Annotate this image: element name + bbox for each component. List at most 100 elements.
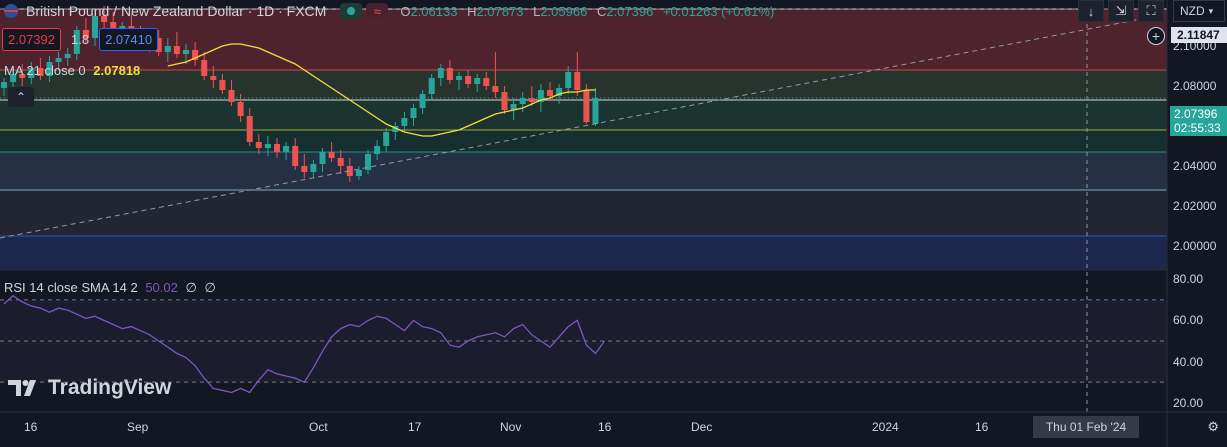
tradingview-logo-text: TradingView <box>48 376 171 400</box>
candle-body-50 <box>456 76 462 80</box>
change-value: +0.01263 (+0.61%) <box>663 4 774 19</box>
candle-body-7 <box>65 54 71 58</box>
buy-price-button[interactable]: 2.07410 <box>99 28 158 51</box>
candle-body-46 <box>420 94 426 108</box>
candle-body-65 <box>593 98 599 124</box>
candle-body-55 <box>502 92 508 110</box>
add-alert-icon[interactable]: + <box>1147 27 1165 45</box>
candle-body-31 <box>283 146 289 152</box>
market-open-dot-icon <box>347 7 355 15</box>
candle-body-35 <box>320 152 326 164</box>
settings-gear-icon[interactable]: ⚙ <box>1207 419 1219 435</box>
candle-body-18 <box>165 46 171 52</box>
zone-band-3 <box>0 130 1167 152</box>
ohlc-readout: O2.06133 H2.07873 L2.05966 C2.07396 +0.0… <box>400 4 774 19</box>
candle-body-53 <box>483 78 489 86</box>
candle-body-58 <box>529 98 535 102</box>
ma-legend[interactable]: MA 21 close 0 2.07818 <box>4 63 140 78</box>
sell-price-button[interactable]: 2.07392 <box>2 28 61 51</box>
candle-body-32 <box>292 146 298 166</box>
candle-body-28 <box>256 142 262 148</box>
download-button[interactable]: ↓ <box>1078 0 1104 22</box>
tradingview-logo-icon <box>8 378 42 398</box>
rsi-tick-label: 60.00 <box>1167 313 1227 327</box>
candle-body-51 <box>465 76 471 84</box>
candle-body-62 <box>565 72 571 88</box>
candle-body-48 <box>438 68 444 78</box>
time-tick-label: Nov <box>500 420 521 434</box>
rsi-pane <box>0 296 1167 393</box>
candle-body-6 <box>56 58 62 62</box>
rsi-legend[interactable]: RSI 14 close SMA 14 2 50.02 ∅ ∅ <box>4 280 216 296</box>
crosshair-date-label: Thu 01 Feb '24 <box>1033 416 1139 438</box>
open-value: 2.06133 <box>410 4 457 19</box>
bar-countdown: 02:55:33 <box>1174 121 1223 135</box>
time-tick-label: 17 <box>408 420 421 434</box>
wave-icon[interactable]: ≈ <box>366 3 388 19</box>
market-open-indicator[interactable] <box>340 3 362 19</box>
candle-body-23 <box>210 76 216 80</box>
candle-body-19 <box>174 46 180 54</box>
candle-body-20 <box>183 50 189 54</box>
last-price-label: 2.07396 02:55:33 <box>1170 106 1227 136</box>
bid-ask-panel: 2.07392 1.8 2.07410 <box>2 28 158 51</box>
candle-body-49 <box>447 68 453 80</box>
candle-body-64 <box>583 90 589 122</box>
compress-button[interactable]: ⇲ <box>1108 0 1134 22</box>
candle-body-33 <box>301 166 307 172</box>
spread-value: 1.8 <box>65 32 95 47</box>
candle-body-63 <box>574 72 580 90</box>
rsi-legend-extra-1: ∅ <box>185 280 196 295</box>
candle-body-36 <box>329 152 335 158</box>
rsi-legend-label: RSI 14 close SMA 14 2 <box>4 280 138 295</box>
zone-band-6 <box>0 236 1167 270</box>
candle-body-29 <box>265 144 271 148</box>
price-tick-label: 2.04000 <box>1167 159 1227 173</box>
rsi-band <box>0 300 1167 382</box>
candle-body-0 <box>1 82 7 88</box>
low-value: 2.05966 <box>540 4 587 19</box>
price-tick-label: 2.02000 <box>1167 199 1227 213</box>
last-price-value: 2.07396 <box>1174 107 1223 121</box>
time-tick-label: Sep <box>127 420 148 434</box>
ma-legend-label: MA 21 close 0 <box>4 63 86 78</box>
currency-selector[interactable]: NZD ▾ <box>1173 0 1225 22</box>
zone-band-4 <box>0 152 1167 190</box>
compress-icon: ⇲ <box>1116 3 1127 19</box>
rsi-legend-extra-2: ∅ <box>204 280 215 295</box>
candle-body-54 <box>492 86 498 92</box>
open-label: O <box>400 4 410 19</box>
time-tick-label: Dec <box>691 420 712 434</box>
candle-body-34 <box>310 164 316 172</box>
chevron-down-icon: ▾ <box>1209 6 1214 17</box>
symbol-title[interactable]: British Pound / New Zealand Dollar · 1D … <box>26 3 326 19</box>
candle-body-60 <box>547 90 553 96</box>
tradingview-logo: TradingView <box>8 376 171 400</box>
crosshair-price-label: 2.11847 <box>1171 27 1227 43</box>
candle-body-39 <box>356 170 362 176</box>
download-icon: ↓ <box>1088 4 1095 19</box>
candle-body-42 <box>383 132 389 146</box>
fullscreen-button[interactable]: ⛶ <box>1138 0 1164 22</box>
time-tick-label: 16 <box>24 420 37 434</box>
flag-icon <box>4 4 18 18</box>
time-tick-label: 16 <box>975 420 988 434</box>
close-value: 2.07396 <box>606 4 653 19</box>
candle-body-37 <box>338 158 344 166</box>
candle-body-24 <box>219 80 225 90</box>
rsi-tick-label: 20.00 <box>1167 396 1227 410</box>
time-tick-label: Oct <box>309 420 328 434</box>
time-tick-label: 16 <box>598 420 611 434</box>
price-tick-label: 2.08000 <box>1167 79 1227 93</box>
ma-legend-value: 2.07818 <box>93 63 140 78</box>
zone-band-5 <box>0 190 1167 236</box>
candle-body-57 <box>520 98 526 104</box>
candle-body-26 <box>238 102 244 116</box>
collapse-legend-button[interactable]: ⌃ <box>8 87 34 107</box>
rsi-tick-label: 40.00 <box>1167 355 1227 369</box>
close-label: C <box>597 4 606 19</box>
status-group: ≈ <box>340 3 388 19</box>
candle-body-27 <box>247 116 253 142</box>
candle-body-44 <box>401 118 407 126</box>
